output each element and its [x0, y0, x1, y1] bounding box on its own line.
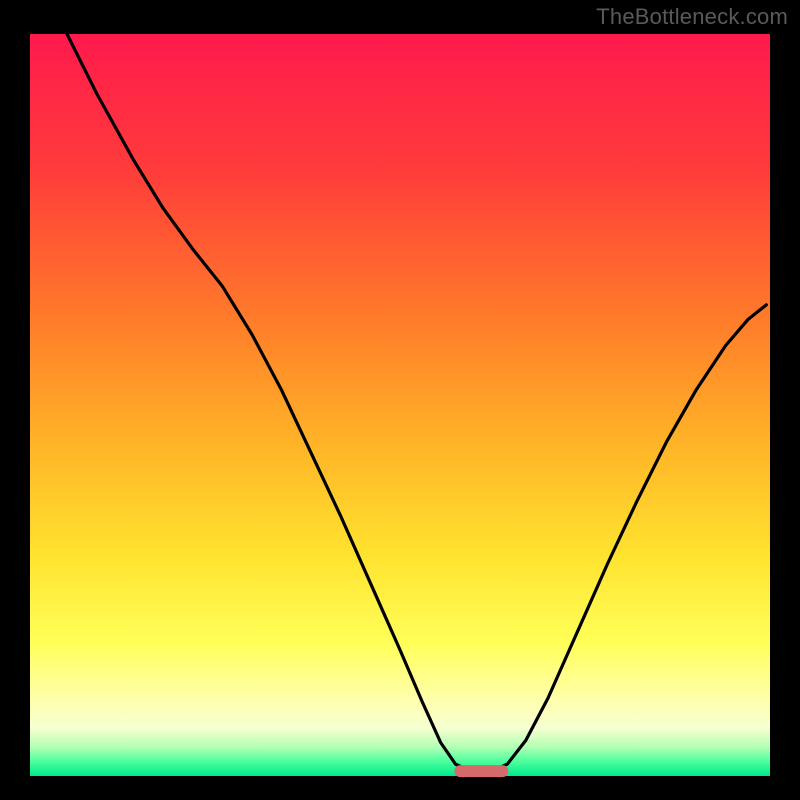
curve-path — [67, 34, 766, 771]
plot-area — [30, 34, 770, 776]
watermark-text: TheBottleneck.com — [596, 4, 788, 30]
chart-frame: TheBottleneck.com — [0, 0, 800, 800]
optimal-marker — [455, 765, 508, 777]
bottleneck-curve — [30, 34, 770, 776]
